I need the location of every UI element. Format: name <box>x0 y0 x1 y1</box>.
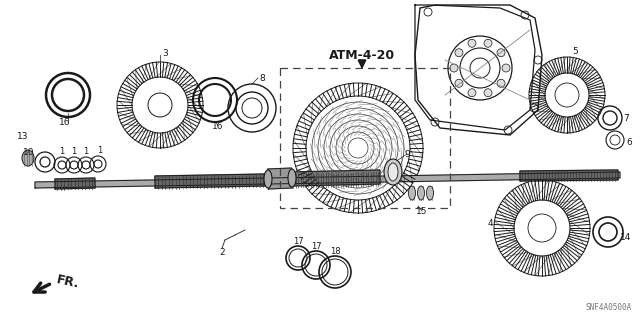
Text: 1: 1 <box>60 147 65 156</box>
Text: 7: 7 <box>623 114 629 123</box>
Text: 16: 16 <box>212 122 224 131</box>
Text: 13: 13 <box>17 132 29 140</box>
Polygon shape <box>55 178 95 189</box>
Text: 2: 2 <box>219 247 225 257</box>
Text: 8: 8 <box>259 74 265 83</box>
Polygon shape <box>268 168 292 189</box>
Text: 1: 1 <box>83 147 88 156</box>
Ellipse shape <box>288 169 296 187</box>
Ellipse shape <box>426 186 433 200</box>
Circle shape <box>497 49 505 57</box>
Text: 3: 3 <box>162 49 168 58</box>
Text: 10: 10 <box>23 148 35 156</box>
Polygon shape <box>520 170 618 181</box>
Polygon shape <box>290 170 380 186</box>
Circle shape <box>468 39 476 47</box>
Text: 1: 1 <box>72 147 77 156</box>
Circle shape <box>497 79 505 87</box>
Ellipse shape <box>417 186 424 200</box>
Text: 17: 17 <box>292 236 303 245</box>
Text: 4: 4 <box>487 219 493 228</box>
Text: ATM-4-20: ATM-4-20 <box>329 49 395 61</box>
Text: 18: 18 <box>330 246 340 255</box>
Circle shape <box>455 49 463 57</box>
Bar <box>280 68 450 208</box>
Ellipse shape <box>384 159 402 185</box>
Polygon shape <box>35 172 620 188</box>
Text: FR.: FR. <box>55 273 81 291</box>
Circle shape <box>468 89 476 97</box>
Ellipse shape <box>388 163 398 181</box>
Text: 6: 6 <box>626 138 632 147</box>
Circle shape <box>450 64 458 72</box>
Text: 1: 1 <box>97 146 102 155</box>
Circle shape <box>455 79 463 87</box>
Ellipse shape <box>22 150 34 166</box>
Polygon shape <box>155 174 265 188</box>
Text: 5: 5 <box>572 46 578 55</box>
Text: 9: 9 <box>404 149 410 158</box>
Text: SNF4A0500A: SNF4A0500A <box>586 303 632 312</box>
Text: 14: 14 <box>620 233 632 242</box>
Circle shape <box>484 89 492 97</box>
Text: 16: 16 <box>60 117 71 126</box>
Ellipse shape <box>408 186 415 200</box>
Text: 17: 17 <box>310 242 321 251</box>
Circle shape <box>484 39 492 47</box>
Text: 15: 15 <box>416 206 428 215</box>
Ellipse shape <box>264 170 272 188</box>
Circle shape <box>502 64 510 72</box>
